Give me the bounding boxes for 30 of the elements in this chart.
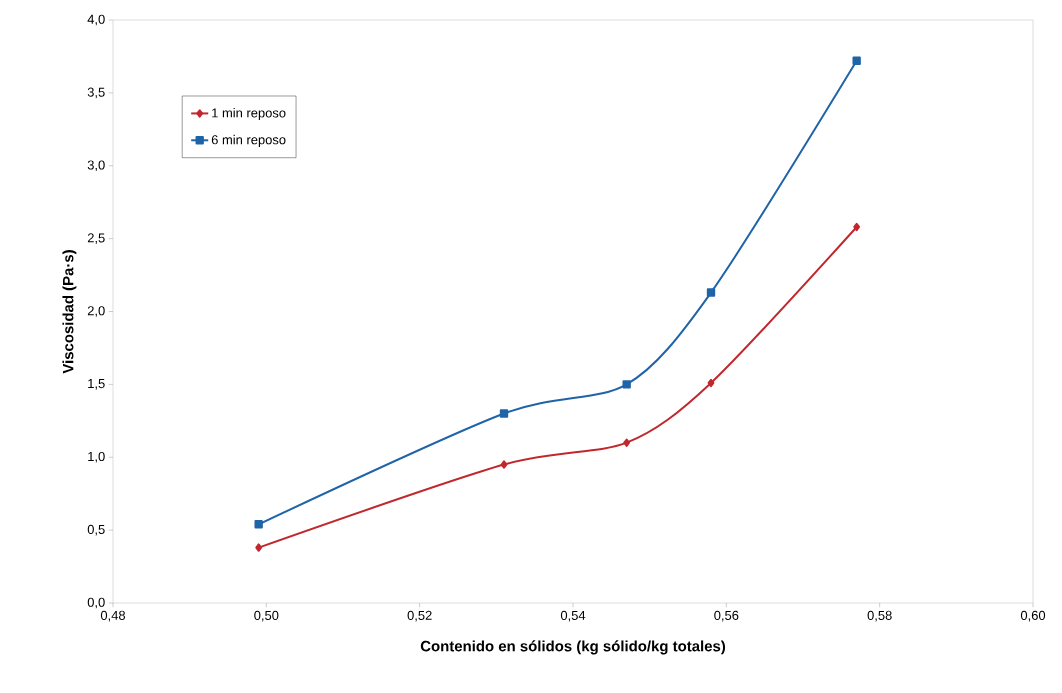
- point: [255, 543, 263, 552]
- y-tick-label: 3,0: [87, 160, 105, 172]
- x-tick-label: 0,52: [407, 610, 432, 622]
- point: [706, 288, 716, 297]
- y-axis-title: Viscosidad (Pa·s): [62, 250, 77, 374]
- point: [853, 222, 861, 232]
- y-tick-label: 2,0: [87, 306, 105, 317]
- x-tick-label: 0,54: [560, 610, 586, 622]
- y-tick-label: 1,0: [88, 451, 105, 463]
- y-tick-label: 4,0: [87, 14, 105, 26]
- point: [254, 520, 263, 529]
- legend-label: 6 min reposo: [211, 134, 286, 147]
- point: [499, 409, 509, 418]
- point: [852, 56, 861, 65]
- x-tick-label: 0,56: [714, 610, 739, 622]
- y-tick-label: 0,5: [87, 524, 105, 536]
- x-axis-title: Contenido en sólidos (kg sólido/kg totales): [420, 640, 726, 655]
- x-tick-label: 0,50: [254, 610, 279, 622]
- y-tick-label: 0,0: [87, 597, 105, 609]
- x-tick-label: 0,48: [100, 610, 126, 622]
- legend-label: 1 min reposo: [212, 107, 286, 121]
- point: [623, 438, 631, 447]
- x-tick-label: 0,60: [1020, 610, 1046, 622]
- y-tick-label: 1,5: [88, 379, 105, 390]
- x-tick-label: 0,58: [867, 610, 892, 622]
- y-tick-label: 2,5: [87, 233, 105, 244]
- point: [707, 378, 715, 388]
- y-tick-label: 3,5: [87, 87, 105, 99]
- point: [622, 380, 631, 389]
- point: [500, 460, 508, 469]
